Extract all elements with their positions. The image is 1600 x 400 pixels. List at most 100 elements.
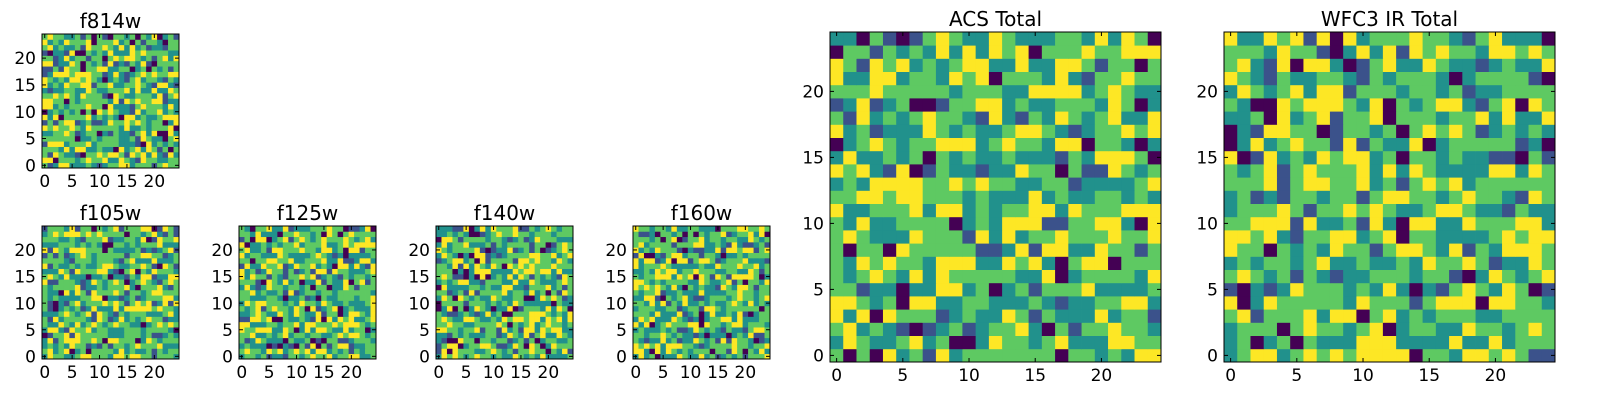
heatmap-cell bbox=[107, 273, 114, 280]
heatmap-cell bbox=[249, 337, 256, 344]
heatmap-cell bbox=[124, 98, 131, 105]
heatmap-cell bbox=[534, 273, 541, 280]
heatmap-cell bbox=[113, 151, 120, 158]
heatmap-cell bbox=[468, 279, 475, 285]
heatmap-cell bbox=[1422, 203, 1437, 218]
heatmap-cell bbox=[693, 353, 700, 360]
heatmap-cell bbox=[759, 241, 765, 248]
heatmap-cell bbox=[1002, 32, 1016, 46]
heatmap-cell bbox=[463, 295, 470, 301]
heatmap-cell bbox=[162, 257, 169, 264]
heatmap-cell bbox=[1422, 164, 1437, 178]
heatmap-cell bbox=[869, 243, 884, 257]
heatmap-cell bbox=[737, 321, 743, 328]
heatmap-cell bbox=[315, 343, 322, 349]
heatmap-cell bbox=[162, 130, 169, 137]
heatmap-cell bbox=[244, 226, 251, 232]
heatmap-cell bbox=[113, 135, 120, 142]
heatmap-cell bbox=[157, 321, 163, 328]
heatmap-cell bbox=[255, 332, 262, 339]
heatmap-cell bbox=[1303, 98, 1318, 112]
heatmap-cell bbox=[1028, 296, 1043, 310]
heatmap-cell bbox=[698, 289, 705, 296]
heatmap-cell bbox=[896, 190, 910, 204]
heatmap-cell bbox=[551, 284, 557, 291]
heatmap-cell bbox=[682, 311, 689, 317]
heatmap-cell bbox=[556, 353, 563, 360]
heatmap-cell bbox=[69, 71, 76, 78]
heatmap-cell bbox=[113, 257, 120, 264]
heatmap-cell bbox=[162, 109, 169, 115]
heatmap-cell bbox=[343, 295, 349, 301]
heatmap-cell bbox=[643, 305, 650, 312]
heatmap-cell bbox=[102, 337, 109, 344]
heatmap-cell bbox=[162, 119, 169, 126]
heatmap-cell bbox=[676, 268, 683, 275]
heatmap-cell bbox=[113, 39, 120, 46]
heatmap-cell bbox=[63, 141, 70, 147]
heatmap-cell bbox=[507, 241, 514, 248]
heatmap-cell bbox=[1356, 348, 1371, 363]
heatmap-cell bbox=[266, 231, 273, 238]
heatmap-cell bbox=[671, 284, 678, 291]
heatmap-cell bbox=[638, 300, 645, 307]
heatmap-cell bbox=[359, 295, 366, 301]
heatmap-cell bbox=[512, 353, 519, 360]
heatmap-cell bbox=[359, 289, 366, 296]
heatmap-cell bbox=[882, 111, 897, 125]
heatmap-cells bbox=[436, 226, 574, 360]
heatmap-cell bbox=[129, 146, 136, 153]
heatmap-cell bbox=[556, 263, 563, 269]
heatmap-cell bbox=[633, 295, 639, 301]
heatmap-cell bbox=[490, 263, 497, 269]
heatmap-cell bbox=[58, 295, 65, 301]
heatmap-cell bbox=[1502, 190, 1516, 204]
heatmap-cell bbox=[731, 273, 738, 280]
heatmap-cell bbox=[162, 252, 169, 259]
heatmap-cell bbox=[69, 135, 76, 142]
heatmap-cell bbox=[102, 92, 109, 99]
heatmap-cell bbox=[1263, 45, 1278, 59]
heatmap-cell bbox=[654, 343, 661, 349]
heatmap-cell bbox=[140, 55, 147, 62]
heatmap-cell bbox=[343, 226, 349, 232]
heatmap-cell bbox=[118, 60, 125, 67]
heatmap-cell bbox=[909, 335, 924, 350]
heatmap-cell bbox=[949, 111, 963, 125]
heatmap-cell bbox=[266, 284, 273, 291]
heatmap-cell bbox=[1068, 230, 1082, 244]
heatmap-cell bbox=[293, 316, 300, 323]
heatmap-cell bbox=[468, 273, 475, 280]
heatmap-cell bbox=[512, 226, 519, 232]
heatmap-cell bbox=[698, 247, 705, 253]
heatmap-cell bbox=[1250, 282, 1265, 297]
heatmap-cell bbox=[1147, 269, 1162, 284]
heatmap-cell bbox=[1396, 296, 1410, 310]
heatmap-cell bbox=[1435, 230, 1450, 244]
heatmap-cell bbox=[1475, 296, 1490, 310]
heatmap-cell bbox=[304, 289, 311, 296]
heatmap-cell bbox=[935, 348, 950, 363]
heatmap-cell bbox=[1449, 177, 1463, 191]
heatmap-cell bbox=[1462, 348, 1476, 363]
heatmap-cell bbox=[354, 226, 360, 232]
heatmap-cell bbox=[693, 257, 700, 264]
heatmap-cell bbox=[1369, 322, 1384, 336]
heatmap-cell bbox=[935, 84, 950, 99]
heatmap-cell bbox=[365, 343, 371, 349]
heatmap-cell bbox=[80, 343, 87, 349]
heatmap-cell bbox=[146, 92, 152, 99]
heatmap-cell bbox=[676, 279, 683, 285]
heatmap-cell bbox=[687, 343, 694, 349]
heatmap-cell bbox=[168, 114, 174, 121]
heatmap-cell bbox=[638, 268, 645, 275]
heatmap-cell bbox=[731, 226, 738, 232]
heatmap-cell bbox=[1276, 32, 1291, 46]
heatmap-cell bbox=[288, 295, 295, 301]
heatmap-cell bbox=[682, 300, 689, 307]
heatmap-cell bbox=[665, 263, 672, 269]
heatmap-cell bbox=[720, 226, 727, 232]
heatmap-cell bbox=[146, 236, 152, 243]
y-tick-label: 10 bbox=[211, 294, 233, 314]
